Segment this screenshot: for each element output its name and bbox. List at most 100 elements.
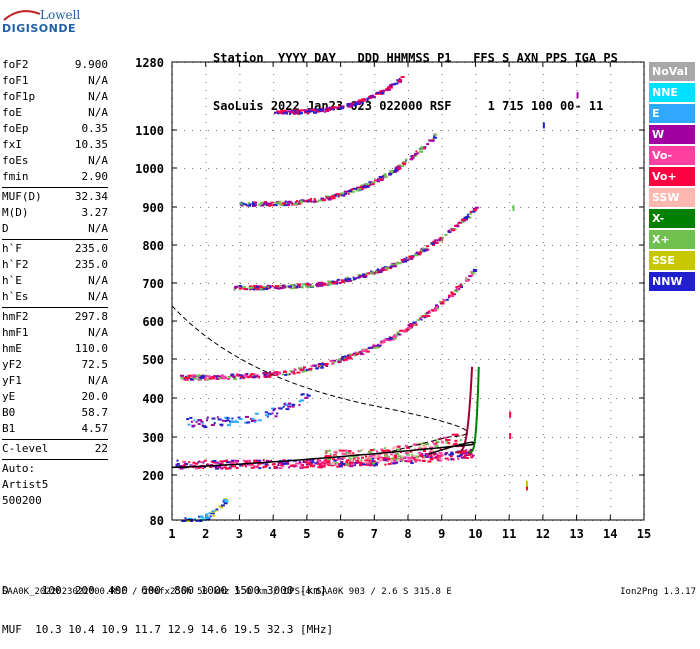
echo-point <box>365 463 370 466</box>
grid-dot <box>475 338 477 339</box>
echo-point <box>192 377 197 380</box>
grid-dot <box>273 234 275 235</box>
grid-dot <box>408 398 409 399</box>
echo-point <box>350 451 354 454</box>
echo-point <box>252 203 256 206</box>
grid-dot <box>312 207 313 208</box>
echo-point <box>307 284 310 287</box>
grid-dot <box>509 282 511 283</box>
ion2png-version: Ion2Png 1.3.17 <box>620 587 696 597</box>
echo-point <box>400 76 405 79</box>
grid-dot <box>552 359 553 360</box>
echo-point <box>373 95 376 98</box>
grid-dot <box>416 283 417 284</box>
echo-point <box>379 459 382 462</box>
grid-dot <box>273 426 275 427</box>
grid-dot <box>616 475 617 476</box>
echo-point <box>360 349 363 352</box>
grid-dot <box>528 321 529 322</box>
grid-dot <box>340 354 342 355</box>
echo-point <box>418 451 422 454</box>
grid-dot <box>488 475 489 476</box>
grid-dot <box>272 207 273 208</box>
echo-point <box>424 315 428 318</box>
echo-point <box>379 458 383 461</box>
grid-dot <box>205 306 207 307</box>
grid-dot <box>408 274 409 275</box>
grid-dot <box>640 437 641 438</box>
echo-point <box>372 343 375 346</box>
grid-dot <box>441 354 443 355</box>
echo-point <box>206 378 210 381</box>
echo-point <box>298 460 301 463</box>
grid-dot <box>272 283 273 284</box>
echo-point <box>391 171 394 174</box>
grid-dot <box>632 130 633 131</box>
echo-point <box>445 451 449 454</box>
param-value: 235.0 <box>74 242 108 255</box>
grid-dot <box>542 466 544 467</box>
grid-dot <box>475 202 477 203</box>
grid-dot <box>360 437 361 438</box>
echo-point <box>309 283 312 286</box>
echo-point <box>380 92 385 95</box>
grid-dot <box>608 475 609 476</box>
echo-point <box>459 453 463 456</box>
grid-dot <box>374 202 376 203</box>
param-row-ye: yE 20.0 <box>2 389 108 405</box>
echo-point <box>223 466 227 469</box>
echo-point <box>293 286 296 289</box>
echo-point <box>299 201 303 204</box>
echo-point <box>297 110 301 113</box>
grid-dot <box>408 178 409 179</box>
grid-dot <box>416 437 417 438</box>
echo-point <box>175 465 179 468</box>
echo-point <box>389 265 393 268</box>
echo-point <box>277 407 281 410</box>
param-value: 297.8 <box>74 310 108 323</box>
echo-point <box>310 461 315 464</box>
grid-dot <box>374 122 376 123</box>
grid-dot <box>306 194 308 195</box>
grid-dot <box>360 168 361 169</box>
grid-dot <box>205 410 207 411</box>
echo-point <box>250 373 254 376</box>
grid-dot <box>312 130 313 131</box>
echo-point <box>274 202 279 205</box>
grid-dot <box>340 170 342 171</box>
echo-point <box>286 203 291 206</box>
grid-dot <box>264 359 265 360</box>
grid-dot <box>584 245 585 246</box>
grid-dot <box>441 114 443 115</box>
grid-dot <box>384 168 385 169</box>
echo-point <box>342 194 346 197</box>
echo-point <box>293 203 298 206</box>
grid-dot <box>560 321 561 322</box>
echo-point <box>354 100 357 103</box>
grid-dot <box>256 130 257 131</box>
grid-dot <box>205 282 207 283</box>
grid-dot <box>408 475 409 476</box>
echo-point <box>385 449 389 452</box>
echo-point <box>218 377 223 380</box>
echo-point <box>317 459 321 462</box>
echo-point <box>454 443 457 446</box>
echo-point <box>263 201 267 204</box>
echo-point <box>401 165 405 168</box>
echo-point <box>276 466 279 469</box>
grid-dot <box>610 194 612 195</box>
echo-point <box>218 375 222 378</box>
echo-point <box>208 377 213 380</box>
grid-dot <box>520 130 521 131</box>
echo-point <box>414 460 418 463</box>
echo-point <box>378 176 383 179</box>
echo-point <box>175 463 178 466</box>
grid-dot <box>509 386 511 387</box>
echo-point <box>271 412 274 415</box>
grid-dot <box>616 321 617 322</box>
echo-point <box>256 373 259 376</box>
echo-point <box>401 162 406 165</box>
logo-line2: DIGISONDE <box>2 22 76 35</box>
grid-dot <box>576 490 578 491</box>
grid-dot <box>542 298 544 299</box>
